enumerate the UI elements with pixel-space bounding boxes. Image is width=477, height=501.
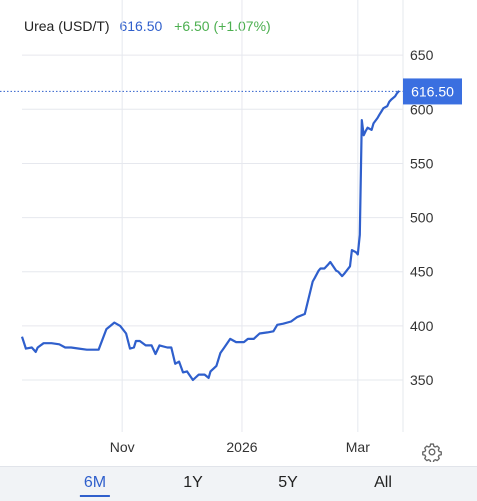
series-line (20, 90, 400, 382)
gear-icon[interactable] (422, 442, 442, 462)
current-price: 616.50 (119, 18, 163, 34)
tab-5y[interactable]: 5Y (278, 474, 298, 491)
tab-6m[interactable]: 6M (79, 474, 111, 497)
y-tick-label: 650 (410, 47, 434, 63)
tab-1y[interactable]: 1Y (183, 474, 203, 491)
chart-header: Urea (USD/T) 616.50 +6.50 (+1.07%) (24, 18, 271, 34)
y-tick-label: 450 (410, 264, 434, 280)
y-tick-label: 600 (410, 101, 434, 117)
tab-all[interactable]: All (374, 474, 392, 491)
last-price-tag (403, 78, 462, 105)
price-change: +6.50 (+1.07%) (174, 18, 271, 34)
x-tick-label: 2026 (226, 439, 257, 455)
x-tick-label: Mar (346, 439, 370, 455)
x-tick-label: Nov (110, 439, 135, 455)
y-tick-label: 550 (410, 155, 434, 171)
y-tick-label: 500 (410, 210, 434, 226)
y-tick-label: 350 (410, 372, 434, 388)
y-tick-label: 400 (410, 318, 434, 334)
instrument-name: Urea (USD/T) (24, 18, 110, 34)
range-tab-bar: 6M 1Y 5Y All (0, 466, 477, 501)
last-price-label: 616.50 (411, 83, 454, 99)
